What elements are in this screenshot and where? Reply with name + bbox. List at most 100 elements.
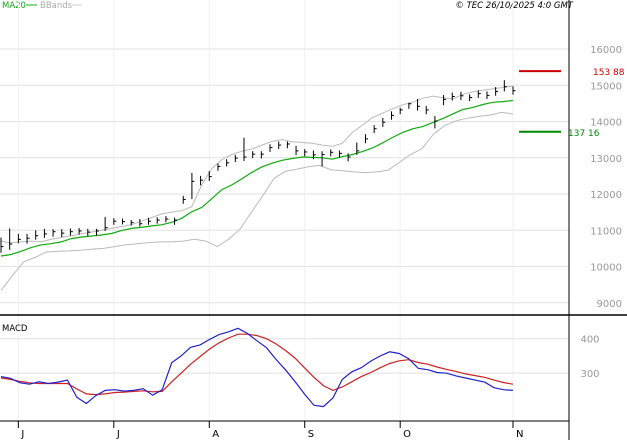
price-bar (477, 90, 481, 98)
ma20-polyline (0, 99, 514, 257)
price-tick-label: 16000 (590, 45, 622, 56)
bollinger-bands (0, 85, 514, 291)
price-bar (17, 233, 21, 244)
price-bar (35, 230, 39, 240)
price-bar (391, 111, 395, 120)
price-bar (61, 229, 65, 238)
price-bar (451, 92, 455, 101)
price-bar (469, 94, 473, 102)
price-grid (0, 0, 569, 421)
price-bar (330, 149, 334, 157)
price-bar (356, 142, 360, 155)
price-bar (148, 217, 152, 225)
price-bar (252, 151, 256, 159)
copyright-text: © TEC 26/10/2025 4:0 GMT (455, 1, 573, 11)
price-bar (182, 195, 186, 204)
price-markers: 153 88 137 16 (519, 68, 625, 139)
month-label: A (212, 429, 219, 440)
price-bar (130, 220, 134, 226)
bbands-legend-label: BBands (40, 1, 73, 11)
price-bar (434, 116, 438, 129)
price-bar (87, 228, 91, 237)
price-bar (217, 163, 221, 171)
ma-legend-label: MA20 (2, 1, 26, 11)
price-bar (43, 228, 47, 238)
macd-line (0, 327, 514, 408)
price-bar (200, 175, 204, 186)
macd-lines (0, 327, 514, 408)
macd-tick-label: 400 (580, 335, 599, 346)
price-bar (417, 99, 421, 111)
price-bar (460, 91, 464, 101)
price-bar (382, 117, 386, 127)
price-bar (121, 218, 125, 225)
month-label: N (516, 429, 523, 440)
price-tick-label: 13000 (590, 154, 622, 165)
price-bar (0, 237, 4, 253)
price-bar (443, 95, 447, 106)
price-bar (234, 154, 238, 163)
price-bar (399, 107, 403, 115)
price-tick-label: 14000 (590, 118, 622, 129)
price-bar (304, 149, 308, 157)
chart-header: MA20 BBands © TEC 26/10/2025 4:0 GMT (2, 1, 574, 11)
price-bar (113, 218, 117, 225)
price-bar (208, 171, 212, 181)
price-bar (295, 145, 299, 156)
price-tick-label: 15000 (590, 81, 622, 92)
macd-tick-label: 300 (580, 369, 599, 380)
price-bar (364, 134, 368, 144)
price-bar (503, 80, 507, 92)
price-bar (165, 216, 169, 223)
price-bar (174, 217, 178, 225)
price-bar (95, 228, 99, 236)
price-bar (278, 141, 282, 150)
price-bar (243, 137, 247, 162)
price-tick-label: 10000 (590, 263, 622, 274)
macd-axis: 300 400 (580, 335, 599, 380)
month-label: J (116, 429, 120, 440)
price-bar (156, 217, 160, 224)
price-tick-label: 12000 (590, 190, 622, 201)
macd-grid (0, 338, 569, 374)
support-label: 137 16 (568, 129, 600, 139)
month-label: J (20, 429, 24, 440)
price-bar (26, 233, 30, 244)
price-bar (495, 87, 499, 96)
price-bar (260, 151, 264, 159)
price-bar (226, 159, 230, 167)
price-bar (78, 228, 82, 235)
price-bar (69, 228, 73, 236)
signal-line (0, 333, 514, 396)
macd-label: MACD (2, 324, 28, 334)
price-bar (321, 151, 325, 167)
price-bar (373, 125, 377, 134)
price-axis: 9000 10000 11000 12000 13000 14000 15000 16000 (590, 45, 622, 310)
price-bar (338, 150, 342, 158)
bb-upper-line (0, 85, 514, 244)
price-bar (312, 150, 316, 160)
price-bar (408, 102, 412, 109)
price-bar (512, 86, 516, 95)
price-bars (0, 80, 516, 253)
price-bar (191, 172, 195, 200)
month-label: O (403, 429, 411, 440)
resistance-label: 153 88 (593, 68, 625, 78)
price-bar (269, 144, 273, 152)
ma20-line (0, 99, 514, 257)
price-tick-label: 9000 (597, 299, 622, 310)
price-bar (139, 219, 143, 227)
price-bar (52, 229, 56, 237)
price-bar (486, 91, 490, 100)
price-tick-label: 11000 (590, 226, 622, 237)
price-bar (425, 105, 429, 115)
price-bar (9, 228, 13, 250)
bb-lower-line (0, 111, 514, 291)
price-bar (104, 216, 108, 231)
price-bar (347, 153, 351, 162)
price-bar (286, 141, 290, 149)
month-label: S (308, 429, 314, 440)
